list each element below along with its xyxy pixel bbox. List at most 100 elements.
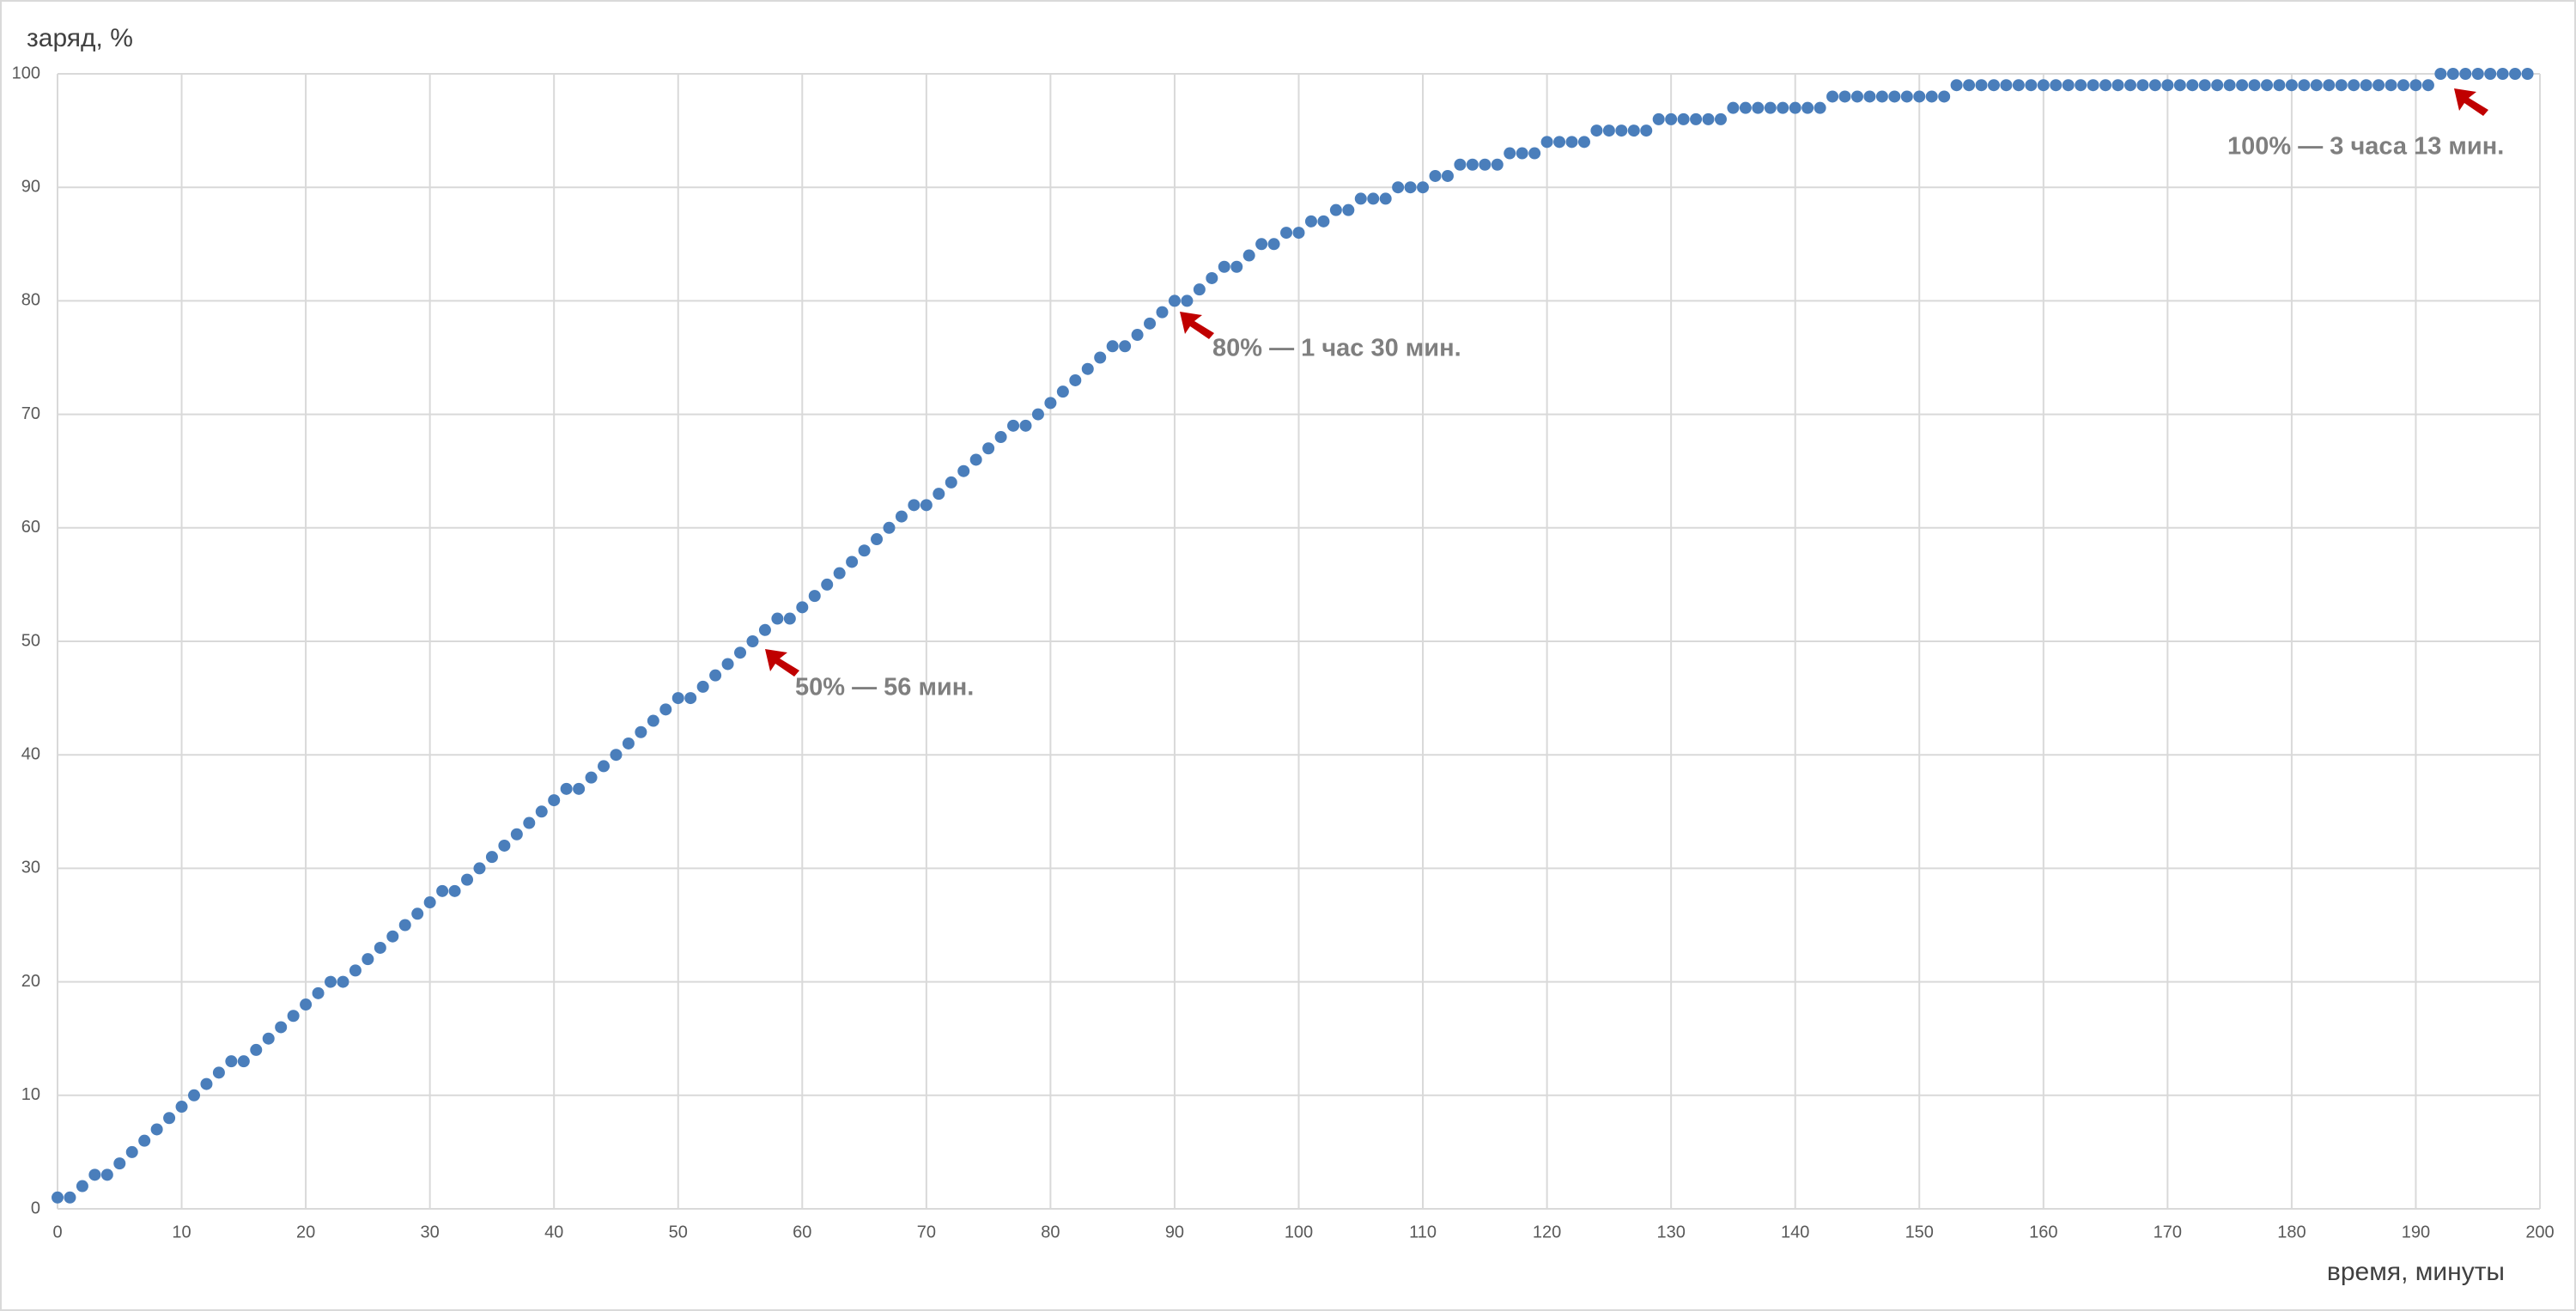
point: [163, 1112, 176, 1125]
annotation: 50% — 56 мин.: [795, 674, 974, 701]
point: [1404, 181, 1417, 194]
point: [2248, 79, 2261, 92]
point: [2509, 68, 2522, 80]
point: [846, 555, 859, 568]
point: [1963, 79, 1976, 92]
x-tick-label: 30: [421, 1223, 440, 1241]
point: [1242, 249, 1255, 262]
annotation: 100% — 3 часа 13 мин.: [2227, 133, 2504, 161]
point: [113, 1157, 126, 1170]
point: [287, 1010, 300, 1023]
point: [2075, 79, 2087, 92]
point: [1218, 260, 1230, 273]
point: [1577, 136, 1590, 149]
x-tick-label: 10: [172, 1223, 191, 1241]
point: [175, 1101, 188, 1114]
point: [1516, 147, 1528, 160]
point: [969, 453, 982, 466]
point: [1540, 136, 1553, 149]
point: [1504, 147, 1516, 160]
point: [2050, 79, 2063, 92]
point: [1727, 101, 1740, 114]
point: [1181, 294, 1194, 307]
point: [1094, 351, 1107, 364]
point: [598, 760, 611, 773]
point: [1690, 112, 1703, 125]
point: [398, 919, 411, 932]
point: [1031, 408, 1044, 421]
point: [982, 442, 995, 455]
point: [2136, 79, 2149, 92]
point: [535, 805, 548, 818]
point: [225, 1055, 238, 1068]
point: [2471, 68, 2484, 80]
point: [684, 692, 697, 705]
point: [1900, 90, 1913, 103]
point: [1677, 112, 1690, 125]
x-tick-label: 20: [296, 1223, 315, 1241]
x-tick-label: 160: [2029, 1223, 2057, 1241]
point: [659, 703, 672, 716]
y-axis-label: заряд, %: [27, 24, 133, 52]
point: [2223, 79, 2236, 92]
point: [1280, 227, 1293, 240]
point: [585, 771, 598, 784]
point: [2348, 79, 2360, 92]
point: [1627, 124, 1640, 137]
point: [2385, 79, 2397, 92]
point: [1429, 169, 1442, 182]
point: [374, 941, 386, 954]
point: [783, 612, 796, 625]
point: [1739, 101, 1752, 114]
point: [2421, 79, 2434, 92]
point: [2285, 79, 2298, 92]
point: [858, 544, 871, 557]
point: [250, 1043, 263, 1056]
point: [1777, 101, 1789, 114]
point: [1565, 136, 1578, 149]
point: [1230, 260, 1243, 273]
point: [1863, 90, 1876, 103]
point: [1528, 147, 1541, 160]
y-tick-label: 100: [12, 64, 40, 82]
point: [262, 1032, 275, 1045]
point: [498, 839, 511, 852]
point: [908, 499, 920, 512]
point: [2012, 79, 2025, 92]
point: [2062, 79, 2075, 92]
point: [2025, 79, 2038, 92]
point: [2360, 79, 2372, 92]
point: [1119, 340, 1132, 353]
x-tick-label: 130: [1656, 1223, 1685, 1241]
point: [734, 646, 747, 659]
point: [1367, 192, 1380, 205]
point: [100, 1168, 113, 1181]
point: [758, 623, 771, 636]
point: [1156, 306, 1169, 319]
x-tick-label: 110: [1409, 1223, 1437, 1241]
arrow: [1180, 312, 1214, 339]
point: [2397, 79, 2409, 92]
point: [2459, 68, 2472, 80]
point: [1206, 271, 1218, 284]
point: [312, 986, 325, 999]
point: [1454, 158, 1467, 171]
point: [1752, 101, 1765, 114]
point: [1441, 169, 1454, 182]
point: [1850, 90, 1863, 103]
point: [746, 635, 759, 647]
point: [237, 1055, 250, 1068]
point: [671, 692, 684, 705]
point: [200, 1077, 213, 1090]
point: [1702, 112, 1715, 125]
arrow: [2454, 88, 2488, 116]
point: [2211, 79, 2224, 92]
point: [485, 851, 498, 864]
point: [2372, 79, 2385, 92]
point: [635, 725, 647, 738]
x-tick-label: 140: [1781, 1223, 1809, 1241]
point: [1392, 181, 1405, 194]
point: [1764, 101, 1777, 114]
point: [2099, 79, 2112, 92]
point: [1106, 340, 1119, 353]
